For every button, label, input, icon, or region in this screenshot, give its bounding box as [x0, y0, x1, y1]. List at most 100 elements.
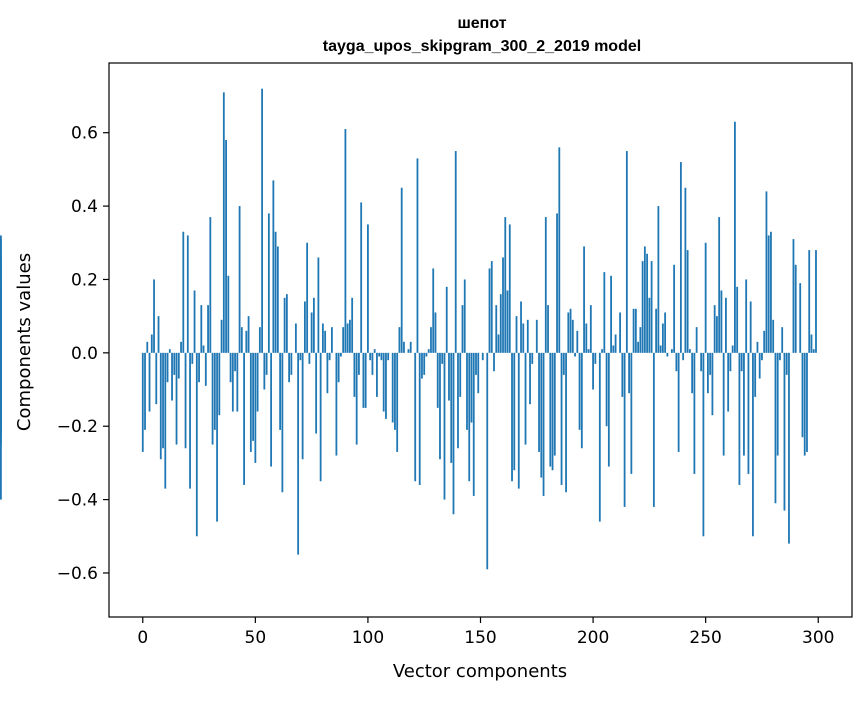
bar-component-1 [144, 353, 146, 430]
bar-component-93 [351, 298, 353, 353]
bar-component-160 [502, 257, 504, 352]
bar-component-90 [345, 129, 347, 353]
x-tick-label: 150 [464, 628, 496, 648]
bar-component-82 [327, 353, 329, 393]
bar-component-89 [342, 327, 344, 353]
bar-component-265 [739, 353, 741, 485]
bar-component-214 [624, 353, 626, 507]
bar-component-24 [196, 353, 198, 536]
bar-component-276 [763, 331, 765, 353]
bar-component-294 [804, 353, 806, 456]
bar-component-29 [207, 305, 209, 353]
bar-component-191 [572, 320, 574, 353]
bar-component-255 [716, 316, 718, 353]
x-tick-label: 50 [245, 628, 267, 648]
bar-component-195 [581, 353, 583, 448]
bar-component-258 [723, 353, 725, 456]
bar-component-86 [336, 353, 338, 456]
bar-component-244 [691, 353, 693, 393]
bar-component-171 [527, 320, 529, 353]
bar-component-34 [218, 353, 220, 415]
bar-component-27 [203, 346, 205, 353]
bar-component-42 [236, 353, 238, 412]
bar-component-228 [655, 309, 657, 353]
bar-component-207 [608, 353, 610, 467]
bar-component-88 [340, 353, 342, 357]
bar-component-272 [754, 353, 756, 397]
bar-component-130 [435, 312, 437, 352]
bar-component-39 [230, 353, 232, 382]
bar-component-127 [428, 349, 430, 353]
bar-component-245 [693, 353, 695, 474]
bar-component-98 [363, 353, 365, 408]
bar-component-80 [322, 323, 324, 352]
bar-component-227 [653, 353, 655, 507]
bar-component-279 [770, 232, 772, 353]
bar-component-168 [520, 301, 522, 352]
bar-component-125 [423, 353, 425, 375]
bar-component-293 [802, 353, 804, 437]
bar-component-35 [221, 320, 223, 353]
bar-component-49 [252, 353, 254, 441]
bar-component-3 [149, 353, 151, 412]
bar-component-45 [243, 353, 245, 485]
bar-component-184 [556, 213, 558, 352]
bar-component-99 [365, 353, 367, 408]
bar-component-197 [585, 323, 587, 352]
bar-component-114 [399, 327, 401, 353]
y-tick-label: 0.4 [71, 197, 98, 217]
bar-component-169 [522, 323, 524, 352]
bar-component-183 [554, 353, 556, 456]
bar-component-251 [707, 353, 709, 393]
bar-component-186 [561, 353, 563, 485]
bar-component-119 [410, 342, 412, 353]
bar-component-107 [383, 353, 385, 412]
bar-component-128 [430, 327, 432, 353]
bar-component-209 [612, 346, 614, 353]
bar-component-149 [477, 353, 479, 393]
bar-component-146 [471, 353, 473, 423]
bar-component-190 [570, 309, 572, 353]
bar-component-144 [466, 353, 468, 430]
bar-component-7 [158, 316, 160, 353]
bar-component-163 [509, 224, 511, 352]
bar-component-145 [468, 353, 470, 481]
bar-component-38 [227, 276, 229, 353]
bar-component-96 [358, 353, 360, 375]
bar-component-283 [779, 353, 781, 360]
bar-component-275 [761, 353, 763, 360]
bar-component-14 [173, 353, 175, 375]
bar-component-33 [216, 353, 218, 522]
bar-component-264 [736, 287, 738, 353]
bar-component-17 [180, 342, 182, 353]
bar-component-79 [320, 353, 322, 481]
bar-component-185 [558, 147, 560, 352]
bar-component-242 [687, 250, 689, 353]
bar-component-218 [633, 309, 635, 353]
bar-component-213 [621, 353, 623, 397]
bar-component-undefined [0, 320, 2, 353]
bar-component-226 [651, 261, 653, 353]
bar-component-167 [518, 353, 520, 489]
bar-component-65 [288, 353, 290, 382]
y-tick-label: 0.2 [71, 270, 98, 290]
bar-component-225 [648, 298, 650, 353]
bar-component-151 [482, 353, 484, 360]
bar-component-161 [504, 217, 506, 353]
bar-component-76 [313, 298, 315, 353]
bar-component-47 [248, 316, 250, 353]
bar-component-282 [777, 353, 779, 456]
bar-component-217 [630, 353, 632, 474]
bar-component-129 [432, 268, 434, 352]
bar-component-173 [531, 353, 533, 364]
bar-component-61 [279, 353, 281, 430]
bar-component-187 [563, 353, 565, 375]
bar-component-222 [642, 261, 644, 353]
bar-component-158 [498, 335, 500, 353]
bar-component-200 [592, 353, 594, 390]
bar-component-21 [189, 353, 191, 489]
y-tick-label: −0.6 [57, 564, 98, 584]
bar-component-131 [437, 353, 439, 408]
bar-component-137 [450, 353, 452, 463]
